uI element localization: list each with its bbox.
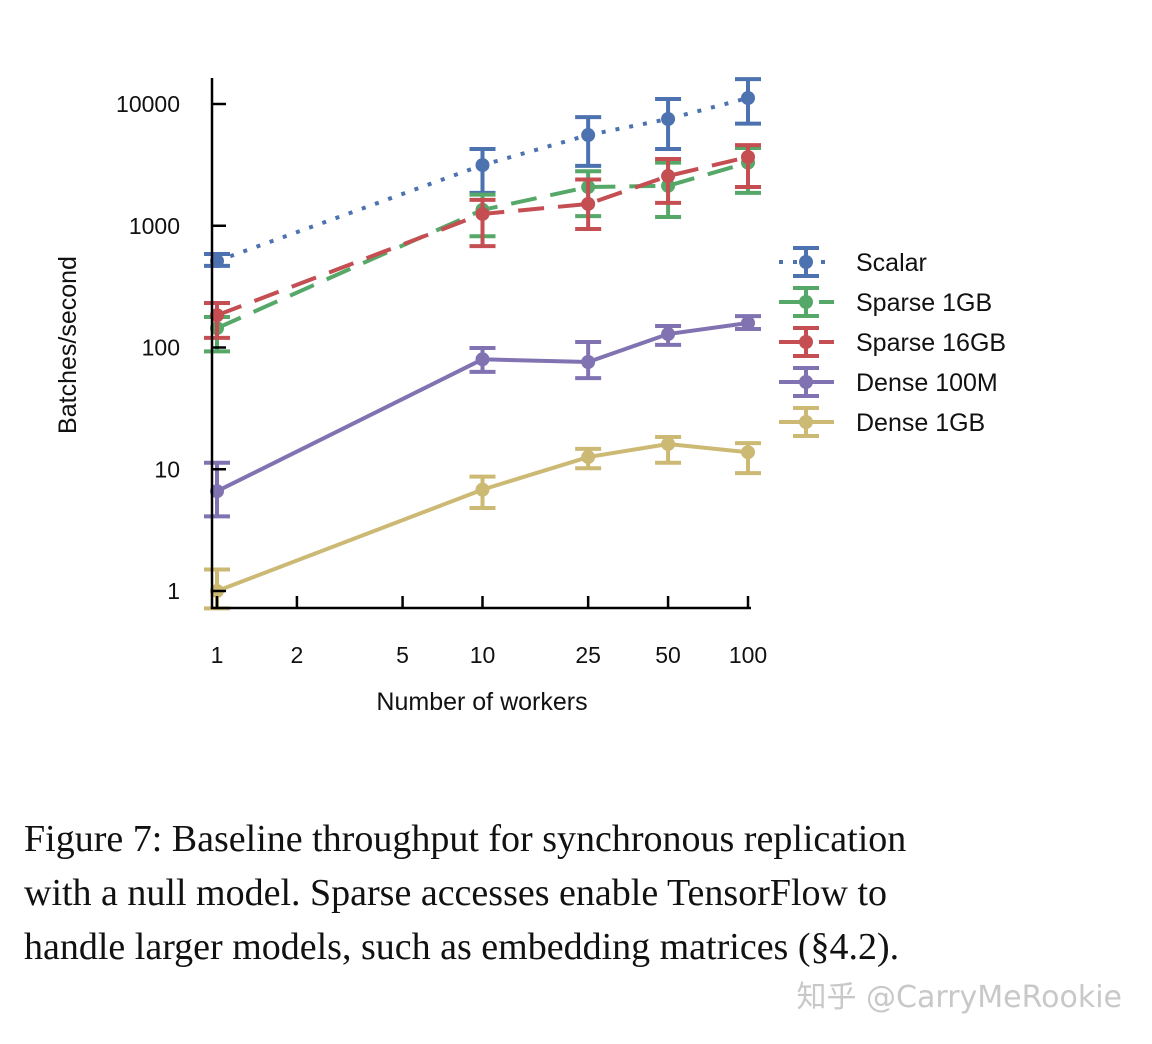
y-tick-label: 1: [167, 578, 180, 604]
legend-item: Dense 100M: [779, 366, 998, 398]
data-point: [581, 355, 596, 370]
legend-label: Sparse 1GB: [856, 289, 992, 317]
data-point: [741, 315, 755, 330]
data-point: [581, 128, 596, 143]
legend-marker: [799, 255, 813, 269]
data-point: [741, 91, 755, 106]
y-axis-label: Batches/second: [54, 256, 82, 434]
data-point: [741, 150, 755, 165]
x-tick-label: 100: [729, 642, 767, 668]
series-scalar: [204, 77, 761, 269]
y-tick-label: 10: [154, 456, 180, 482]
legend-label: Sparse 16GB: [856, 329, 1006, 357]
x-tick-label: 1: [211, 642, 224, 668]
x-axis-label: Number of workers: [376, 688, 587, 716]
legend-item: Scalar: [779, 246, 927, 278]
chart-marks: [204, 77, 761, 611]
series-line: [216, 442, 749, 593]
data-point: [581, 196, 596, 211]
y-tick-label: 100: [142, 335, 180, 361]
watermark: 知乎 @CarryMeRookie: [796, 980, 1122, 1015]
x-tick-label: 50: [655, 642, 681, 668]
legend-marker: [799, 375, 813, 389]
data-point: [210, 254, 224, 269]
series-dense-1gb: [204, 435, 761, 611]
legend-marker: [799, 415, 813, 429]
data-point: [661, 327, 676, 342]
data-point: [475, 352, 490, 367]
y-tick-label: 1000: [129, 213, 180, 239]
legend-marker: [799, 335, 813, 349]
legend-label: Dense 1GB: [856, 409, 985, 437]
legend-item: Sparse 1GB: [779, 286, 992, 318]
data-point: [475, 158, 490, 173]
caption-line: Figure 7: Baseline throughput for synchr…: [24, 818, 907, 860]
y-tick-label: 10000: [116, 91, 180, 117]
data-point: [210, 308, 224, 323]
caption-line: with a null model. Sparse accesses enabl…: [24, 872, 888, 914]
data-point: [661, 169, 676, 184]
data-point: [661, 437, 676, 452]
data-point: [475, 206, 490, 221]
series-dense-100m: [204, 314, 761, 519]
legend: Scalar Sparse 1GB Sparse 16GB Dense 100M Den…: [779, 246, 1006, 438]
legend-label: Dense 100M: [856, 369, 998, 397]
data-point: [661, 112, 676, 127]
x-tick-label: 25: [575, 642, 601, 668]
data-point: [581, 450, 596, 465]
data-point: [210, 484, 224, 499]
series-line: [216, 155, 749, 318]
legend-label: Scalar: [856, 249, 927, 277]
legend-marker: [799, 295, 813, 309]
series-sparse-16gb: [204, 143, 761, 340]
legend-item: Dense 1GB: [779, 406, 985, 438]
legend-item: Sparse 16GB: [779, 326, 1006, 358]
x-tick-label: 10: [470, 642, 496, 668]
figure-caption: Figure 7: Baseline throughput for synchr…: [24, 812, 906, 974]
data-point: [741, 445, 755, 460]
x-tick-label: 2: [291, 642, 304, 668]
x-tick-label: 5: [396, 642, 409, 668]
data-point: [475, 482, 490, 497]
caption-line: handle larger models, such as embedding …: [24, 926, 900, 968]
